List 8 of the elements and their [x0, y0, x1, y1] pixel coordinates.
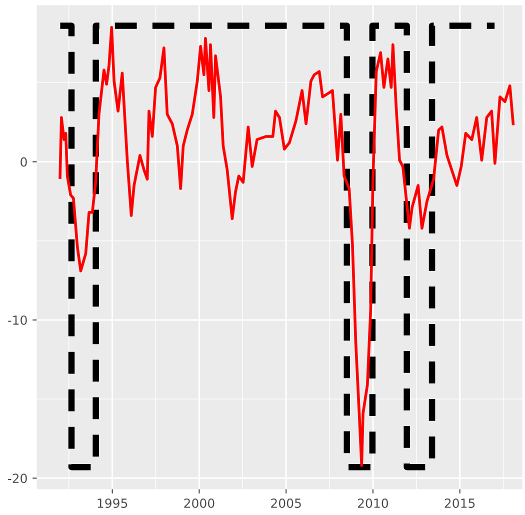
y-tick-label: -10	[8, 315, 27, 325]
x-tick-label: 2010	[358, 498, 388, 508]
y-tick-label: 0	[20, 157, 27, 167]
x-tick-label: 2015	[444, 498, 475, 508]
y-tick-label: -20	[8, 474, 27, 484]
x-tick-label: 2005	[271, 498, 301, 508]
x-tick-label: 1995	[98, 498, 128, 508]
x-tick-label: 2000	[184, 498, 214, 508]
